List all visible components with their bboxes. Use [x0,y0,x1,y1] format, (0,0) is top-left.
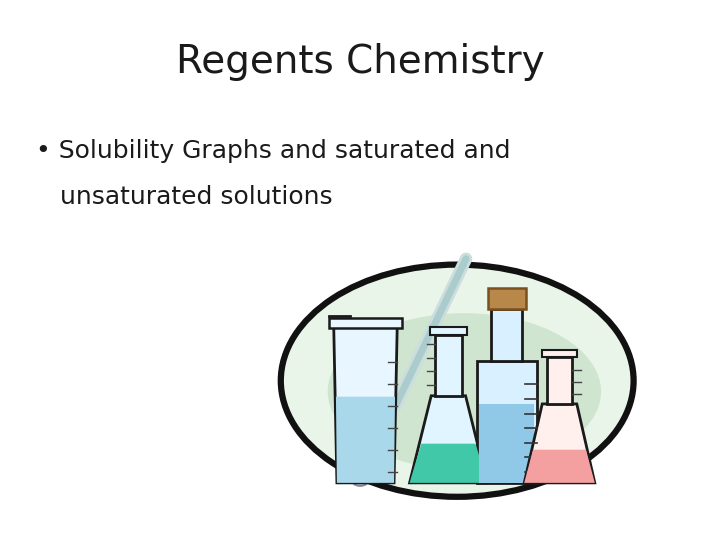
Bar [487,288,526,309]
Bar [477,361,536,483]
Bar [329,318,402,328]
Ellipse shape [328,313,601,470]
Polygon shape [410,444,487,483]
Bar [435,335,462,396]
Bar [430,327,467,335]
Polygon shape [334,326,397,483]
Polygon shape [524,450,595,483]
Bar [547,357,572,404]
Ellipse shape [281,265,634,497]
Polygon shape [336,397,395,483]
Polygon shape [524,404,595,483]
Bar [542,350,577,357]
Text: • Solubility Graphs and saturated and: • Solubility Graphs and saturated and [36,139,510,163]
Circle shape [351,473,369,486]
Polygon shape [410,396,487,483]
Text: Regents Chemistry: Regents Chemistry [176,43,544,81]
Bar [491,309,523,361]
Bar [479,403,534,483]
Text: unsaturated solutions: unsaturated solutions [36,185,333,209]
